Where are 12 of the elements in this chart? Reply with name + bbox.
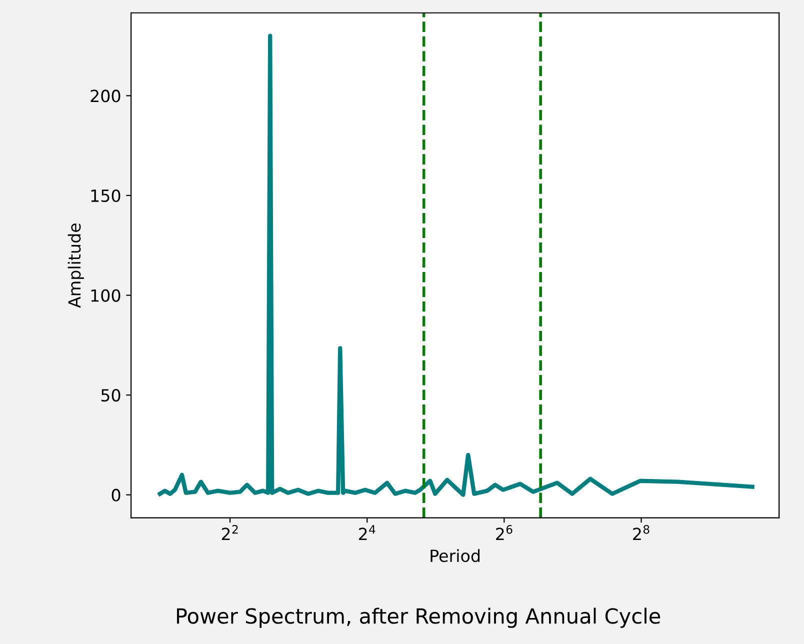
x-axis-title: Period (430, 549, 480, 562)
x-tick-label: 2$^{2}$ (222, 524, 238, 540)
y-tick-label: 200 (90, 90, 120, 102)
x-tick-label: 2$^{4}$ (358, 525, 376, 540)
y-axis-title: Amplitude (68, 224, 84, 308)
y-tick-label: 50 (101, 389, 120, 402)
text: Power Spectrum, after Removing Annual Cycle (177, 608, 660, 628)
y-tick-label: 150 (91, 189, 120, 202)
x-tick-label: 2$^{6}$ (496, 524, 512, 540)
x-tick-label: 2$^{8}$ (633, 524, 650, 540)
y-tick-label: 100 (91, 289, 120, 302)
y-tick-label: 0 (112, 488, 120, 502)
